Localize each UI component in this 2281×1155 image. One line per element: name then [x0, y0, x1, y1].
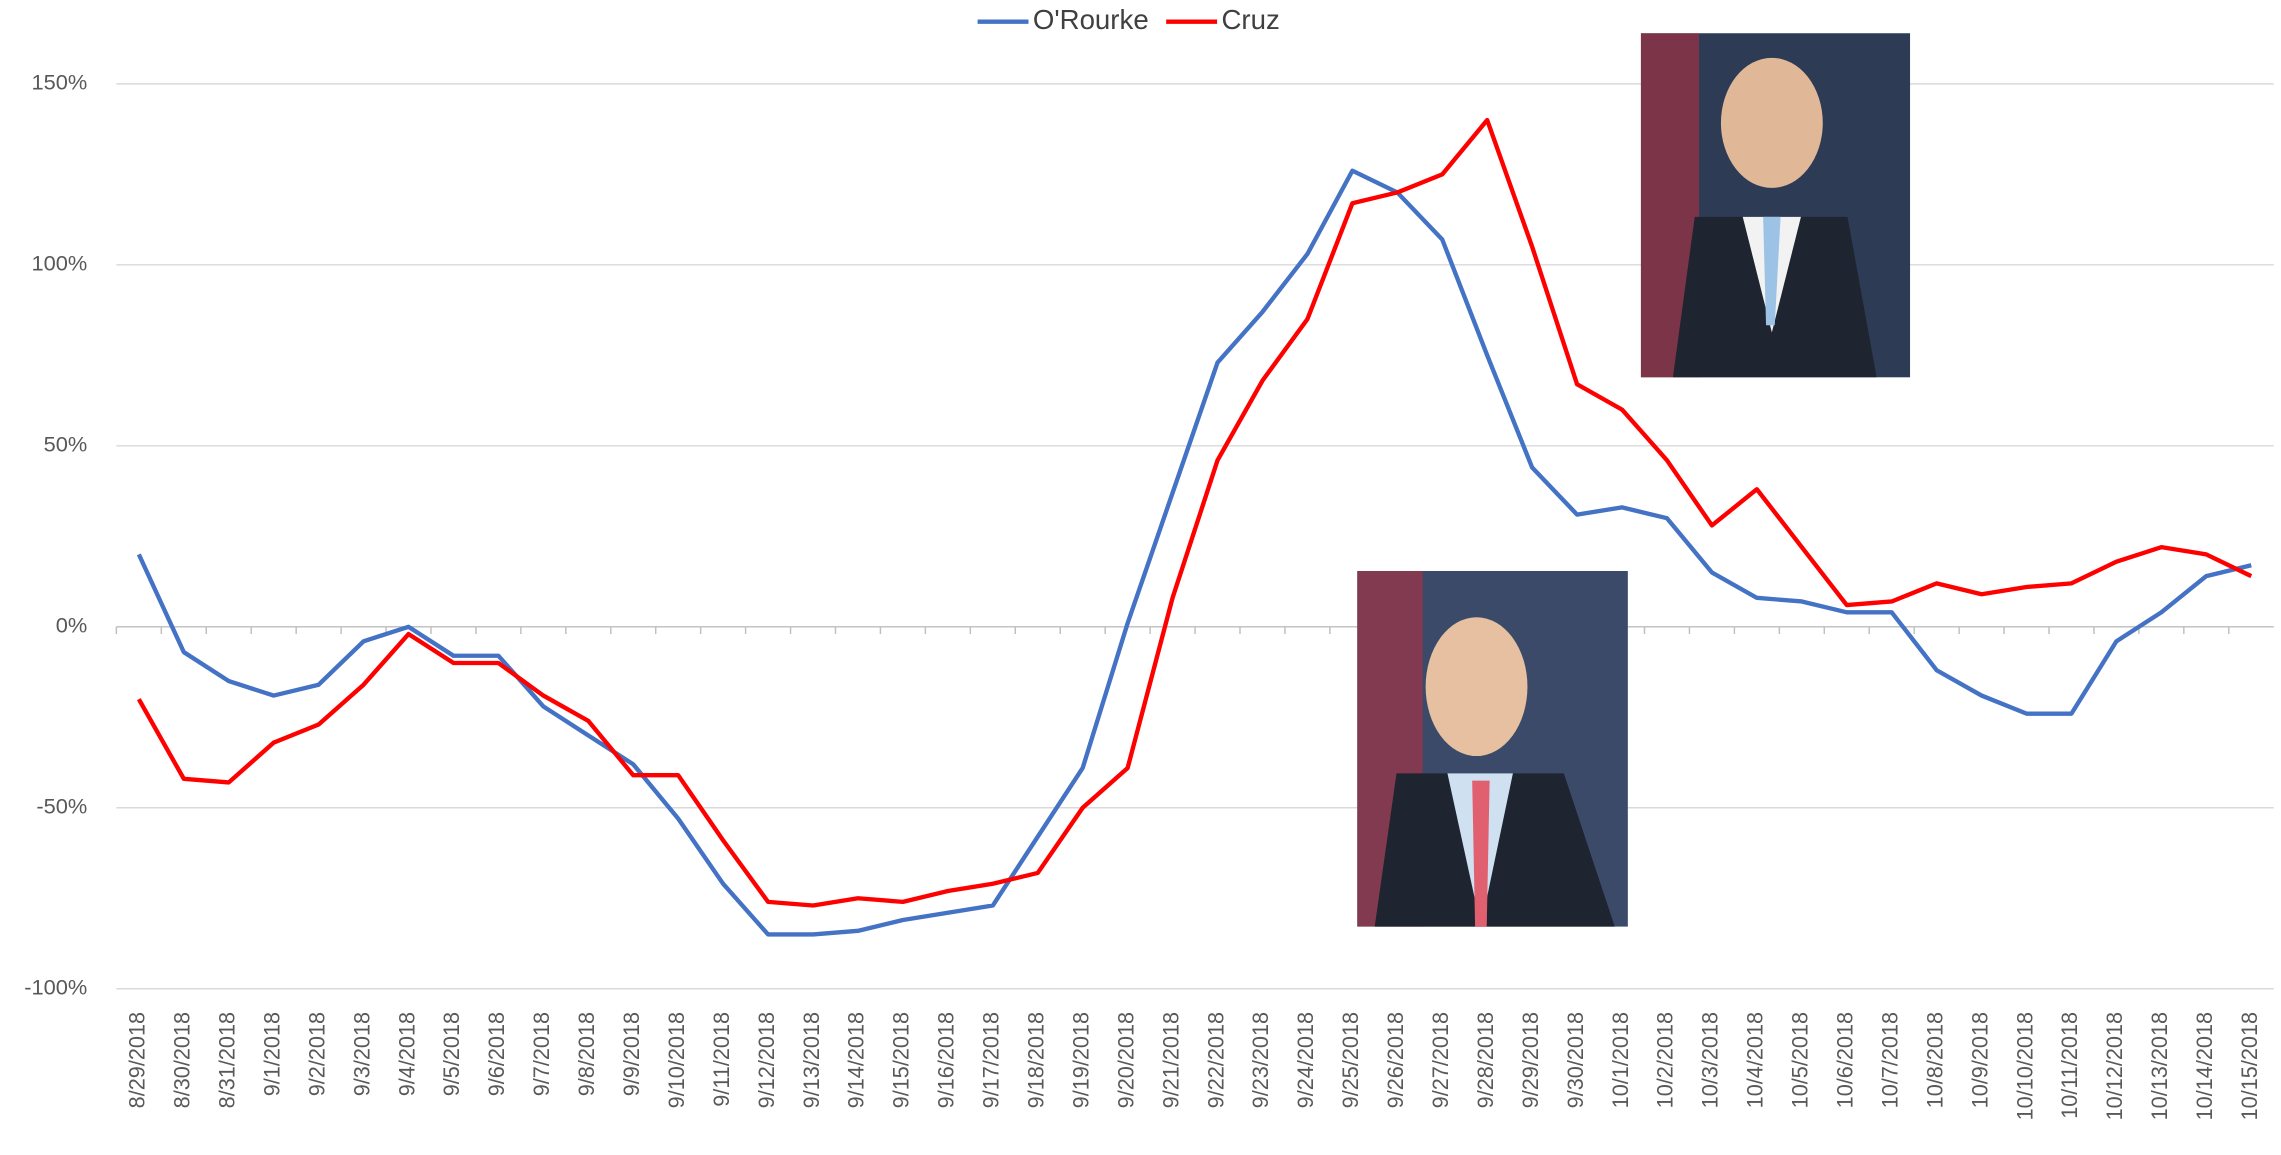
x-tick-label: 10/15/2018 — [2237, 1012, 2262, 1121]
x-tick-label: 9/27/2018 — [1428, 1012, 1453, 1108]
x-tick-label: 9/30/2018 — [1563, 1012, 1588, 1108]
series-line — [136, 168, 2252, 937]
face — [1425, 617, 1528, 757]
x-tick-label: 9/19/2018 — [1068, 1012, 1093, 1108]
y-tick-label: 100% — [31, 251, 87, 276]
photo-orourke — [1357, 570, 1628, 927]
x-tick-label: 10/10/2018 — [2012, 1012, 2037, 1121]
y-tick-label: -50% — [36, 794, 87, 819]
x-tick-label: 9/23/2018 — [1248, 1012, 1273, 1108]
x-tick-label: 10/5/2018 — [1788, 1012, 1813, 1108]
x-tick-label: 10/8/2018 — [1922, 1012, 1947, 1108]
x-tick-label: 9/21/2018 — [1158, 1012, 1183, 1108]
x-tick-label: 9/5/2018 — [439, 1012, 464, 1096]
x-tick-label: 9/24/2018 — [1293, 1012, 1318, 1108]
y-tick-label: -100% — [24, 975, 87, 1000]
tie — [1472, 780, 1490, 927]
x-tick-label: 10/12/2018 — [2102, 1012, 2127, 1121]
legend-label: O'Rourke — [1033, 4, 1149, 35]
x-tick-label: 10/2/2018 — [1653, 1012, 1678, 1108]
x-tick-label: 10/13/2018 — [2147, 1012, 2172, 1121]
x-tick-label: 9/22/2018 — [1203, 1012, 1228, 1108]
x-tick-label: 9/25/2018 — [1338, 1012, 1363, 1108]
tie — [1763, 216, 1781, 326]
x-tick-label: 9/17/2018 — [979, 1012, 1004, 1108]
x-tick-label: 9/3/2018 — [349, 1012, 374, 1096]
y-tick-label: 0% — [56, 613, 88, 638]
x-tick-label: 9/1/2018 — [259, 1012, 284, 1096]
x-tick-label: 9/9/2018 — [619, 1012, 644, 1096]
x-tick-label: 9/14/2018 — [844, 1012, 869, 1108]
plot: -100% -50% 0% 50% 100% 150% 8/29/2018 8/30/2018… — [24, 70, 2274, 1121]
x-tick-label: 8/31/2018 — [214, 1012, 239, 1108]
photo-cruz — [1640, 33, 1911, 378]
x-tick-label: 9/15/2018 — [889, 1012, 914, 1108]
legend-label: Cruz — [1221, 4, 1279, 35]
y-tick-label: 50% — [44, 432, 88, 457]
x-tick-label: 9/2/2018 — [304, 1012, 329, 1096]
x-tick-label: 10/7/2018 — [1877, 1012, 1902, 1108]
y-tick-label: 150% — [31, 70, 87, 95]
x-tick-label: 9/13/2018 — [799, 1012, 824, 1108]
x-tick-label: 9/26/2018 — [1383, 1012, 1408, 1108]
face — [1720, 57, 1823, 188]
x-tick-label: 10/3/2018 — [1698, 1012, 1723, 1108]
x-tick-label: 10/9/2018 — [1967, 1012, 1992, 1108]
x-tick-label: 8/29/2018 — [125, 1012, 150, 1108]
x-tick-label: 9/8/2018 — [574, 1012, 599, 1096]
x-tick-label: 10/11/2018 — [2057, 1012, 2082, 1119]
x-tick-label: 10/6/2018 — [1832, 1012, 1857, 1108]
legend: O'Rourke Cruz — [977, 4, 1280, 35]
x-tick-label: 9/18/2018 — [1023, 1012, 1048, 1108]
x-tick-label: 9/29/2018 — [1518, 1012, 1543, 1108]
x-tick-label: 10/14/2018 — [2192, 1012, 2217, 1121]
x-tick-label: 9/28/2018 — [1473, 1012, 1498, 1108]
x-tick-label: 10/1/2018 — [1608, 1012, 1633, 1108]
x-tick-label: 9/16/2018 — [934, 1012, 959, 1108]
x-tick-label: 9/20/2018 — [1113, 1012, 1138, 1108]
x-tick-label: 9/4/2018 — [394, 1012, 419, 1096]
x-tick-label: 10/4/2018 — [1743, 1012, 1768, 1108]
series-line — [136, 117, 2253, 908]
x-tick-label: 9/7/2018 — [529, 1012, 554, 1096]
x-tick-label: 9/10/2018 — [664, 1012, 689, 1108]
x-tick-label: 9/11/2018 — [709, 1012, 734, 1107]
x-tick-label: 9/12/2018 — [754, 1012, 779, 1108]
x-tick-label: 9/6/2018 — [484, 1012, 509, 1096]
x-tick-label: 8/30/2018 — [169, 1012, 194, 1108]
